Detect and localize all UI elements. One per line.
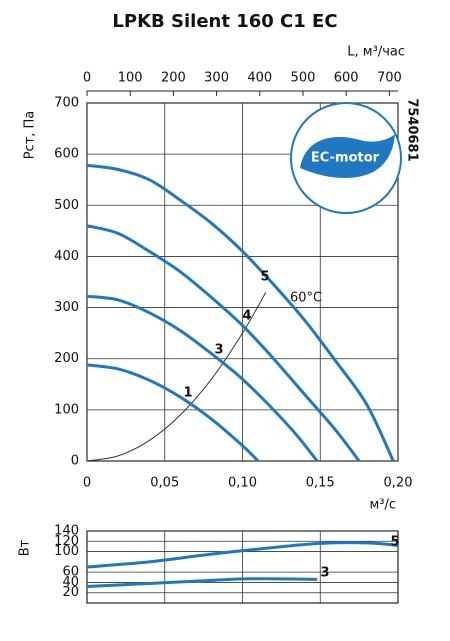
x2-tick-label: 700 [377,71,402,86]
x-tick-label: 0,10 [228,476,257,491]
series-label: 3 [214,343,223,358]
x2-axis-label: L, м³/час [347,45,405,60]
y-tick-label: 600 [54,147,79,162]
x2-tick-label: 600 [334,71,359,86]
y-tick-label: 100 [54,544,79,559]
x-tick-label: 0 [83,476,91,491]
x2-tick-label: 300 [204,71,229,86]
y-tick-label: 40 [62,575,79,590]
y-tick-label: 300 [54,300,79,315]
series-line [86,577,318,589]
system-curve [86,291,267,462]
x-tick-label: 0,15 [306,476,335,491]
pressure-plot: 0 100 200 300 400 500 600 700 0 0,05 0,10 0,15 0,20 0… [54,71,412,491]
series-line [86,363,260,463]
y-tick-label: 60 [62,565,79,580]
ec-logo: EC-motor [290,102,402,214]
series-label: 1 [183,386,192,401]
series-label: 4 [242,309,251,324]
x-axis-label: м³/с [369,498,396,513]
series-line [86,541,399,569]
series-line [86,163,395,462]
chart-title: LPKB Silent 160 C1 EC [112,11,337,32]
x-tick-label: 0,20 [384,476,413,491]
y-tick-label: 200 [54,351,79,366]
x2-tick-label: 200 [161,71,186,86]
logo-leaf [300,134,395,178]
x2-tick-label: 100 [118,71,143,86]
y-tick-label: 700 [54,96,79,111]
y-tick-label: 20 [62,585,79,600]
series-line [86,224,361,462]
y-tick-label: 0 [71,454,79,469]
y-axis-label: Pст, Па [23,111,38,160]
series-line [86,294,319,462]
x2-tick-label: 0 [83,71,91,86]
series-label: 3 [320,566,329,581]
x2-tick-label: 400 [247,71,272,86]
y-tick-label: 500 [54,198,79,213]
x2-tick-label: 500 [291,71,316,86]
y-tick-label: 400 [54,249,79,264]
logo-text: EC-motor [311,151,380,166]
series-label: 5 [390,535,399,550]
series-label: 5 [260,270,269,285]
y-tick-label: 100 [54,402,79,417]
y-tick-label: 120 [54,534,79,549]
code: 7540681 [405,98,420,161]
y-axis-label: Вт [18,539,33,556]
y-tick-label: 140 [54,524,79,539]
annotation: 60°C [290,291,322,306]
x-tick-label: 0,05 [150,476,179,491]
